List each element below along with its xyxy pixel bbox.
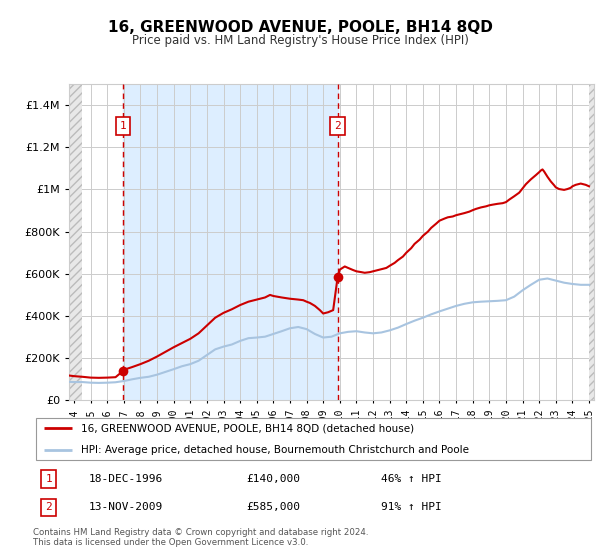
- Text: Price paid vs. HM Land Registry's House Price Index (HPI): Price paid vs. HM Land Registry's House …: [131, 34, 469, 46]
- Text: 1: 1: [120, 121, 127, 131]
- Text: 16, GREENWOOD AVENUE, POOLE, BH14 8QD: 16, GREENWOOD AVENUE, POOLE, BH14 8QD: [107, 20, 493, 35]
- FancyBboxPatch shape: [36, 418, 591, 460]
- Text: 46% ↑ HPI: 46% ↑ HPI: [381, 474, 442, 484]
- Text: £585,000: £585,000: [246, 502, 300, 512]
- Text: 2: 2: [334, 121, 341, 131]
- Text: 13-NOV-2009: 13-NOV-2009: [89, 502, 163, 512]
- Bar: [123, 84, 338, 400]
- Text: HPI: Average price, detached house, Bournemouth Christchurch and Poole: HPI: Average price, detached house, Bour…: [80, 445, 469, 455]
- Text: 2: 2: [46, 502, 52, 512]
- Text: Contains HM Land Registry data © Crown copyright and database right 2024.
This d: Contains HM Land Registry data © Crown c…: [33, 528, 368, 547]
- Text: 16, GREENWOOD AVENUE, POOLE, BH14 8QD (detached house): 16, GREENWOOD AVENUE, POOLE, BH14 8QD (d…: [80, 423, 414, 433]
- Text: 91% ↑ HPI: 91% ↑ HPI: [381, 502, 442, 512]
- Text: £140,000: £140,000: [246, 474, 300, 484]
- Text: 18-DEC-1996: 18-DEC-1996: [89, 474, 163, 484]
- Text: 1: 1: [46, 474, 52, 484]
